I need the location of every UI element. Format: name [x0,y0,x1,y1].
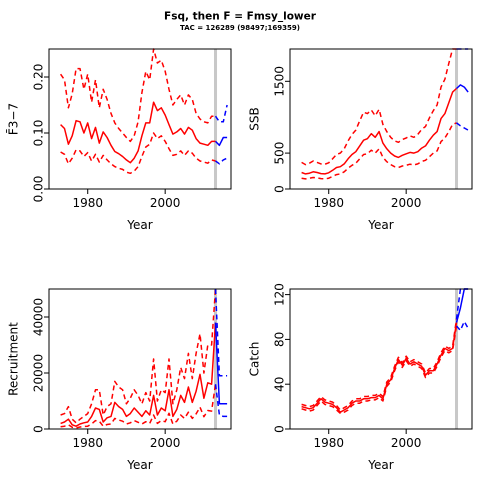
panel-fbar: 1980 2000 0.00 0.10 0.20 Year F̄3−7 [6,48,232,232]
ssb-projection-lower-line [456,122,469,131]
panel-ssb: 1980 2000 0 500 1500 Year SSB [248,48,473,232]
recruitment-x-axis-label: Year [126,458,152,472]
fbar-x-tick-label: 2000 [150,196,181,210]
ssb-historical-lower-line [301,122,457,180]
recruitment-plot-frame [48,288,232,430]
recruitment-y-tick-label: 40000 [32,298,46,336]
catch-y-tick-label: 0 [273,425,287,433]
fbar-historical-lower-line [60,132,216,175]
ssb-x-axis-label: Year [367,218,393,232]
fbar-x-tick-label: 1980 [72,196,103,210]
ssb-y-axis-label: SSB [248,107,262,130]
recruitment-historical-lower-line [60,384,217,429]
ssb-x-tick-label: 1980 [313,196,344,210]
recruitment-projection-upper-line [214,288,228,377]
ssb-y-tick-label: 0 [273,185,287,193]
recruitment-y-tick-label: 0 [32,425,46,433]
fbar-y-tick-label: 0.20 [32,64,46,91]
ssb-x-tick-label: 2000 [391,196,422,210]
recruitment-x-tick-label: 2000 [150,436,181,450]
fbar-projection-median-line [214,136,228,147]
catch-y-tick-label: 40 [273,377,287,392]
fbar-historical-median-line [60,101,216,164]
fbar-x-axis-label: Year [126,218,152,232]
catch-x-tick-label: 1980 [313,436,344,450]
recruitment-y-tick-label: 20000 [32,354,46,392]
catch-projection-median-line [455,288,469,323]
fbar-y-tick-label: 0.10 [32,120,46,147]
ssb-historical-median-line [301,87,458,175]
catch-projection-lower-line [455,320,469,332]
catch-plot-frame [289,288,473,430]
ssb-projection-median-line [455,84,469,93]
recruitment-y-axis-label: Recruitment [7,322,21,396]
fbar-y-axis-label: F̄3−7 [6,103,20,135]
recruitment-projection-median-line [214,322,228,405]
catch-historical-upper-line [301,319,458,411]
catch-y-axis-label: Catch [248,342,262,377]
ssb-historical-upper-line [301,48,457,166]
figure-subtitle: TAC = 126289 (98497;169359) [180,24,300,32]
catch-historical-median-line [301,322,458,413]
recruitment-projection-lower-line [214,384,228,418]
panel-catch: 1980 2000 0 40 80 120 Year Catch [248,283,473,472]
catch-y-tick-label: 120 [273,283,287,306]
catch-y-tick-label: 80 [273,332,287,347]
catch-x-tick-label: 2000 [391,436,422,450]
fbar-plot-frame [48,48,232,190]
ssb-plot-frame [289,48,473,190]
catch-historical-lower-line [301,325,458,415]
recruitment-historical-median-line [60,322,217,427]
fbar-projection-lower-line [215,157,228,165]
ssb-y-tick-label: 1500 [273,66,287,97]
catch-x-axis-label: Year [367,458,393,472]
fbar-y-tick-label: 0.00 [32,176,46,203]
fbar-projection-upper-line [214,104,228,123]
recruitment-historical-upper-line [60,288,217,424]
fbar-historical-upper-line [59,48,216,143]
ssb-y-tick-label: 500 [273,142,287,165]
recruitment-x-tick-label: 1980 [72,436,103,450]
figure-title: Fsq, then F = Fmsy_lower [164,11,317,23]
